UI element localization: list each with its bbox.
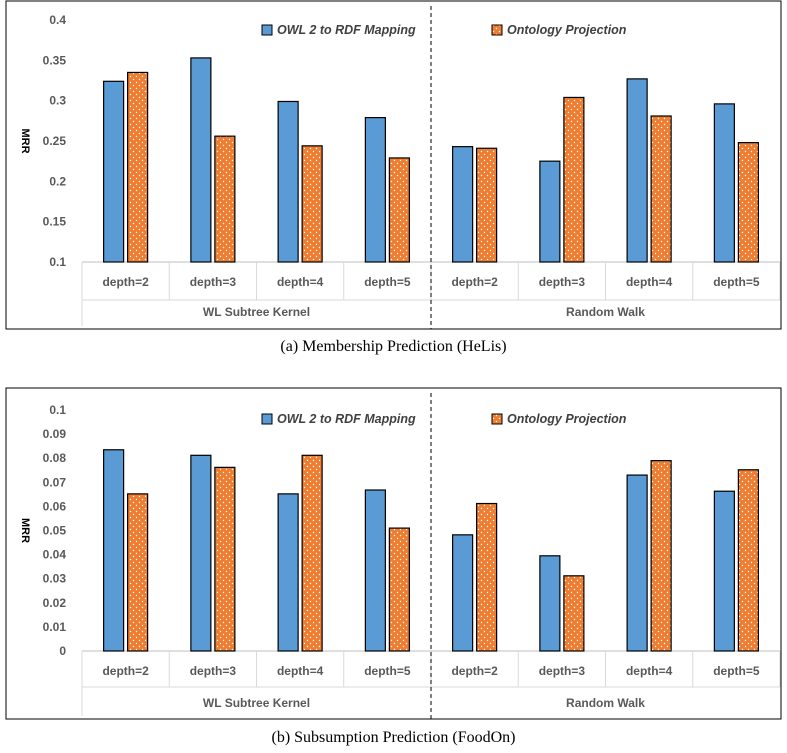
chart-frame xyxy=(5,387,782,720)
x-tick-label: depth=2 xyxy=(451,664,498,678)
bar-owl2-rdf-mapping xyxy=(626,474,648,652)
x-tick-label: depth=5 xyxy=(713,664,760,678)
bar-ontology-projection xyxy=(563,575,585,652)
bar-owl2-rdf-mapping xyxy=(452,146,474,263)
bar-owl2-rdf-mapping xyxy=(277,100,299,263)
y-tick-label: 0.03 xyxy=(43,572,67,586)
bar-ontology-projection xyxy=(388,527,410,652)
chart-a-caption: (a) Membership Prediction (HeLis) xyxy=(280,338,507,355)
legend-label: OWL 2 to RDF Mapping xyxy=(277,23,416,37)
bar-ontology-projection xyxy=(476,147,498,263)
x-group-label: Random Walk xyxy=(566,696,645,710)
bar-owl2-rdf-mapping xyxy=(713,103,735,263)
bar-owl2-rdf-mapping xyxy=(539,555,561,652)
subsumption-prediction-chart: 0 0.01 0.02 0.03 0.04 0.05 0.06 0.07 0.08 0.09 0.1… xyxy=(0,387,787,753)
legend-label: OWL 2 to RDF Mapping xyxy=(277,412,416,426)
legend-label: Ontology Projection xyxy=(507,412,627,426)
chart-b-caption: (b) Subsumption Prediction (FoodOn) xyxy=(271,729,516,746)
bar-owl2-rdf-mapping xyxy=(103,449,125,652)
bar-owl2-rdf-mapping xyxy=(364,117,386,263)
y-tick-label: 0.09 xyxy=(43,427,67,441)
chart-b-svg: 0 0.01 0.02 0.03 0.04 0.05 0.06 0.07 0.08 0.09 0.1… xyxy=(5,387,782,720)
bar-ontology-projection xyxy=(127,493,149,652)
y-tick-label: 0.15 xyxy=(43,215,67,229)
bar-ontology-projection xyxy=(650,460,672,652)
legend-swatch xyxy=(261,413,273,425)
bar-owl2-rdf-mapping xyxy=(364,489,386,652)
bar-ontology-projection xyxy=(301,145,323,263)
y-tick-label: 0.05 xyxy=(43,524,67,538)
y-tick-label: 0.2 xyxy=(49,174,66,188)
y-tick-label: 0.04 xyxy=(43,548,67,562)
y-tick-label: 0.3 xyxy=(49,94,66,108)
x-tick-label: depth=3 xyxy=(539,664,586,678)
y-axis-label: MRR xyxy=(19,128,31,153)
bar-ontology-projection xyxy=(214,466,236,652)
bar-ontology-projection xyxy=(476,502,498,652)
legend-swatch xyxy=(491,413,503,425)
x-tick-label: depth=3 xyxy=(190,664,237,678)
bar-ontology-projection xyxy=(737,142,759,263)
y-tick-label: 0.4 xyxy=(49,13,66,27)
legend-swatch xyxy=(261,24,273,36)
x-tick-label: depth=5 xyxy=(713,275,760,289)
x-tick-label: depth=4 xyxy=(626,664,673,678)
bar-ontology-projection xyxy=(737,469,759,652)
x-tick-label: depth=2 xyxy=(102,275,149,289)
bar-ontology-projection xyxy=(563,96,585,263)
bar-ontology-projection xyxy=(127,71,149,263)
y-tick-label: 0.35 xyxy=(43,53,67,67)
x-group-label: WL Subtree Kernel xyxy=(203,696,310,710)
y-tick-label: 0.25 xyxy=(43,134,67,148)
x-group-label: Random Walk xyxy=(566,305,645,319)
legend-label: Ontology Projection xyxy=(507,23,627,37)
x-tick-label: depth=4 xyxy=(626,275,673,289)
bar-ontology-projection xyxy=(301,454,323,652)
x-tick-label: depth=3 xyxy=(190,275,237,289)
y-tick-label: 0.08 xyxy=(43,451,67,465)
x-tick-label: depth=3 xyxy=(539,275,586,289)
bar-owl2-rdf-mapping xyxy=(452,534,474,652)
chart-a-svg: 0.1 0.15 0.2 0.25 0.3 0.35 0.4 MRR depth=2 depth=… xyxy=(5,0,782,330)
x-tick-label: depth=4 xyxy=(277,275,324,289)
bar-owl2-rdf-mapping xyxy=(539,160,561,263)
x-tick-label: depth=5 xyxy=(364,664,411,678)
x-tick-label: depth=2 xyxy=(451,275,498,289)
bar-owl2-rdf-mapping xyxy=(190,57,212,263)
y-tick-label: 0 xyxy=(59,644,66,658)
bar-owl2-rdf-mapping xyxy=(626,78,648,263)
bar-ontology-projection xyxy=(650,115,672,263)
legend-swatch xyxy=(491,24,503,36)
membership-prediction-chart: 0.1 0.15 0.2 0.25 0.3 0.35 0.4 MRR depth=2 depth=… xyxy=(0,0,787,365)
bar-owl2-rdf-mapping xyxy=(713,490,735,652)
y-tick-label: 0.02 xyxy=(43,596,67,610)
x-group-label: WL Subtree Kernel xyxy=(203,305,310,319)
y-tick-label: 0.06 xyxy=(43,499,67,513)
x-tick-label: depth=4 xyxy=(277,664,324,678)
y-tick-label: 0.07 xyxy=(43,475,67,489)
bar-owl2-rdf-mapping xyxy=(103,80,125,263)
bar-ontology-projection xyxy=(214,135,236,263)
y-tick-label: 0.1 xyxy=(49,255,66,269)
bar-owl2-rdf-mapping xyxy=(277,493,299,652)
x-tick-label: depth=2 xyxy=(102,664,149,678)
bar-owl2-rdf-mapping xyxy=(190,454,212,652)
bar-ontology-projection xyxy=(388,157,410,263)
y-axis-label: MRR xyxy=(19,518,31,543)
x-tick-label: depth=5 xyxy=(364,275,411,289)
y-tick-label: 0.01 xyxy=(43,620,67,634)
y-tick-label: 0.1 xyxy=(49,403,66,417)
chart-frame xyxy=(5,0,782,330)
